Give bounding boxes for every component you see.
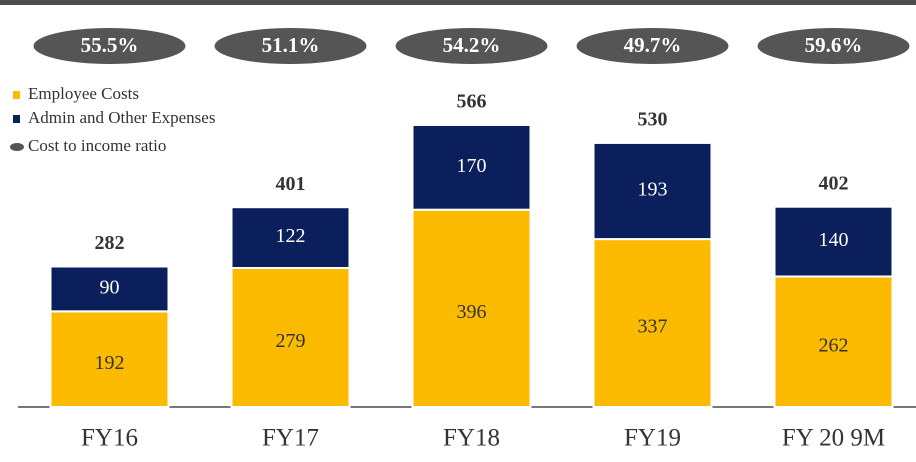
bar-segment [411,124,532,211]
segment-label: 279 [276,330,306,352]
bar-segment [773,205,894,278]
total-label: 530 [638,109,668,131]
legend-swatch [13,115,20,123]
x-tick-label: FY 20 9M [782,425,885,452]
ratio-label: 54.2% [443,33,501,57]
total-label: 401 [276,173,306,195]
legend-label: Cost to income ratio [28,136,166,155]
ratio-label: 49.7% [624,33,682,57]
segment-label: 122 [276,225,306,247]
total-label: 566 [457,91,487,113]
segment-label: 140 [819,229,849,251]
ratio-label: 51.1% [262,33,320,57]
x-tick-label: FY16 [81,425,138,452]
bar-segment [49,310,170,409]
bar-segment [592,141,713,241]
legend-label: Employee Costs [28,84,139,103]
ratio-badge [395,28,548,64]
segment-label: 337 [638,316,668,338]
x-tick-label: FY19 [624,425,681,452]
ratio-label: 55.5% [81,33,139,57]
legend-swatch [13,91,20,99]
segment-label: 262 [819,334,849,356]
total-label: 282 [95,232,125,254]
ratio-label: 59.6% [805,33,863,57]
legend-swatch [10,143,24,151]
bar-segment [230,266,351,408]
segment-label: 396 [457,301,487,323]
segment-label: 90 [100,277,120,299]
ratio-badge [757,28,910,64]
ratio-badge [33,28,186,64]
bar-segment [411,208,532,408]
bar-segment [773,275,894,408]
bar-segment [49,265,170,313]
segment-label: 170 [457,155,487,177]
segment-label: 193 [638,179,668,201]
x-tick-label: FY17 [262,425,319,452]
ratio-badge [576,28,729,64]
x-tick-label: FY18 [443,425,500,452]
bar-segment [592,238,713,408]
segment-label: 192 [95,352,125,374]
top-rule [0,0,916,5]
total-label: 402 [819,172,849,194]
ratio-badge [214,28,367,64]
bar-segment [230,206,351,269]
legend-label: Admin and Other Expenses [28,108,215,127]
